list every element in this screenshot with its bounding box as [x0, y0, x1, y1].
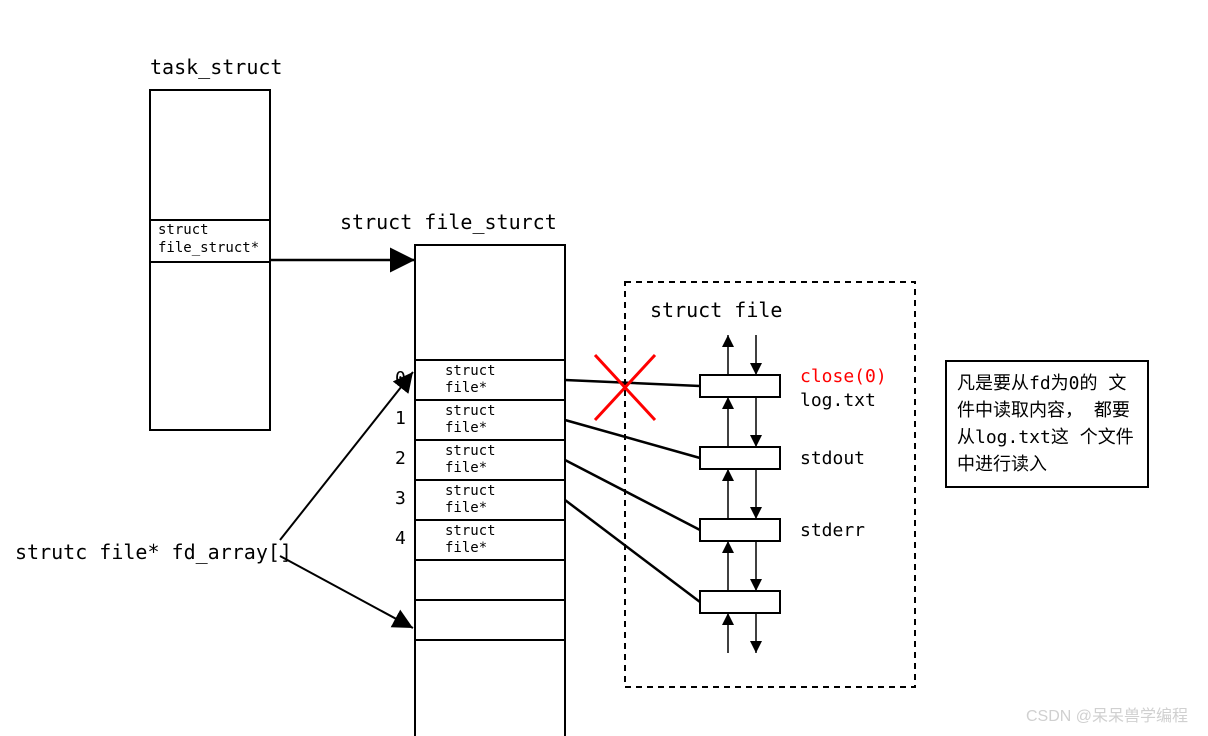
fd-to-node-lines	[565, 380, 700, 602]
file-struct-ptr-label: struct file_struct*	[158, 222, 259, 257]
stderr-label: stderr	[800, 520, 865, 541]
cell-4: struct file*	[445, 523, 496, 557]
watermark: CSDN @呆呆兽学编程	[1026, 702, 1188, 726]
note-box: 凡是要从fd为0的 文件中读取内容， 都要从log.txt这 个文件中进行读入	[945, 360, 1149, 488]
index-3: 3	[395, 488, 406, 509]
close0-label: close(0)	[800, 366, 887, 387]
file-nodes	[700, 375, 780, 613]
index-4: 4	[395, 528, 406, 549]
file-struct-title: struct file_sturct	[340, 210, 557, 234]
fd-array-label: strutc file* fd_array[]	[15, 540, 292, 564]
index-2: 2	[395, 448, 406, 469]
index-0: 0	[395, 368, 406, 389]
logtxt-label: log.txt	[800, 390, 876, 411]
cell-2: struct file*	[445, 443, 496, 477]
cell-3: struct file*	[445, 483, 496, 517]
fdarray-arrows	[280, 372, 413, 628]
stdout-label: stdout	[800, 448, 865, 469]
cell-1: struct file*	[445, 403, 496, 437]
task-struct-title: task_struct	[150, 55, 282, 79]
cell-0: struct file*	[445, 363, 496, 397]
task-struct-box	[150, 90, 270, 430]
red-x	[595, 355, 655, 420]
index-1: 1	[395, 408, 406, 429]
struct-file-group	[625, 282, 915, 687]
struct-file-title: struct file	[650, 298, 782, 322]
